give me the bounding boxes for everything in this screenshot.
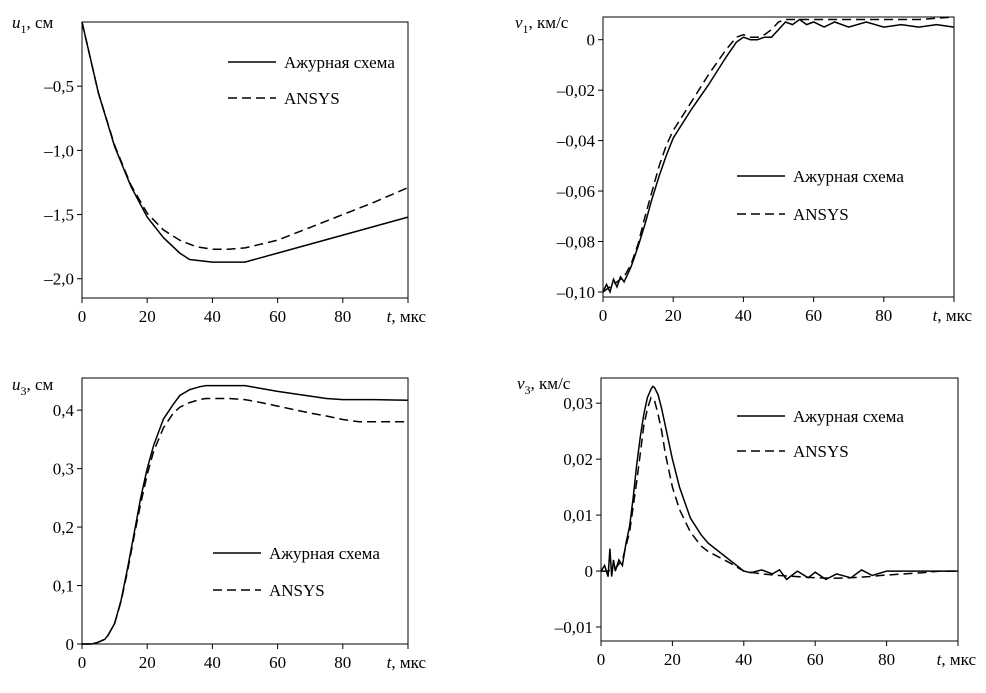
y-tick-label: 0,3 (53, 460, 74, 479)
series-line-ansys (82, 397, 408, 645)
x-tick-label: 80 (878, 650, 895, 669)
y-tick-label: 0,1 (53, 577, 74, 596)
y-axis-label: v1, км/с (515, 13, 569, 36)
x-tick-label: 60 (269, 653, 286, 672)
x-tick-label: 20 (665, 306, 682, 325)
plot-frame (600, 377, 959, 642)
legend-label: ANSYS (793, 205, 849, 224)
x-tick-label: 80 (334, 653, 351, 672)
legend-label: Ажурная схема (284, 53, 395, 72)
series-line-ansys (601, 396, 958, 580)
y-tick-label: –0,04 (556, 132, 596, 151)
x-tick-label: 80 (875, 306, 892, 325)
legend-label: ANSYS (284, 89, 340, 108)
x-tick-label: 20 (139, 653, 156, 672)
legend-label: Ажурная схема (793, 407, 904, 426)
y-tick-label: 0 (585, 562, 594, 581)
y-tick-label: 0 (587, 31, 596, 50)
y-tick-label: 0 (66, 635, 75, 654)
series-line-azhurnaya-skhema (602, 18, 955, 295)
x-tick-label: 0 (78, 653, 87, 672)
y-tick-label: 0,03 (563, 394, 593, 413)
y-tick-label: –0,5 (43, 77, 74, 96)
y-tick-label: 0,01 (563, 506, 593, 525)
y-tick-label: –0,02 (556, 81, 595, 100)
y-tick-label: –1,0 (43, 141, 74, 160)
plot-frame (81, 377, 409, 645)
y-tick-label: 0,2 (53, 518, 74, 537)
y-axis-label: u1, см (12, 13, 54, 36)
y-tick-label: –2,0 (43, 270, 74, 289)
series-line-azhurnaya-skhema (600, 385, 958, 581)
x-axis-label: t, мкс (937, 650, 977, 669)
chart-1: –0,5 –1,0 –1,5 –2,00 20 40 60 80 t, мкс u1, см Ажу… (12, 13, 426, 326)
chart-2: 0–0,02–0,04–0,06–0,08–0,100 20 40 60 80 t, мк… (515, 13, 972, 325)
x-tick-label: 40 (204, 307, 221, 326)
y-tick-label: 0,4 (53, 401, 75, 420)
legend-label: ANSYS (793, 442, 849, 461)
legend-label: Ажурная схема (793, 167, 904, 186)
plot-frame (81, 21, 409, 299)
series-line-ansys (81, 21, 409, 250)
x-tick-label: 60 (805, 306, 822, 325)
y-tick-label: –0,06 (556, 182, 595, 201)
legend-label: ANSYS (269, 581, 325, 600)
x-tick-label: 80 (334, 307, 351, 326)
y-tick-label: –0,10 (556, 283, 595, 302)
x-tick-label: 60 (269, 307, 286, 326)
y-tick-label: –0,08 (556, 233, 595, 252)
series-line-azhurnaya-skhema (82, 384, 409, 645)
x-axis-label: t, мкс (933, 306, 973, 325)
x-tick-label: 0 (599, 306, 608, 325)
x-axis-label: t, мкс (387, 307, 427, 326)
x-tick-label: 0 (597, 650, 606, 669)
y-axis-label: v3, км/с (517, 374, 571, 397)
x-tick-label: 0 (78, 307, 87, 326)
y-tick-label: 0,02 (563, 450, 593, 469)
plot-frame (602, 16, 955, 298)
x-tick-label: 40 (735, 650, 752, 669)
x-tick-label: 20 (139, 307, 156, 326)
y-tick-label: –1,5 (43, 206, 74, 225)
x-axis-label: t, мкс (387, 653, 427, 672)
x-tick-label: 20 (664, 650, 681, 669)
x-tick-label: 60 (807, 650, 824, 669)
x-tick-label: 40 (735, 306, 752, 325)
x-tick-label: 40 (204, 653, 221, 672)
y-tick-label: –0,01 (554, 618, 593, 637)
legend-label: Ажурная схема (269, 544, 380, 563)
series-line-ansys (602, 16, 955, 293)
y-axis-label: u3, см (12, 375, 54, 398)
chart-3: 0 0,1 0,2 0,3 0,4 0 20 40 60 80 t, мкс u3, см Ажурна… (12, 375, 426, 672)
